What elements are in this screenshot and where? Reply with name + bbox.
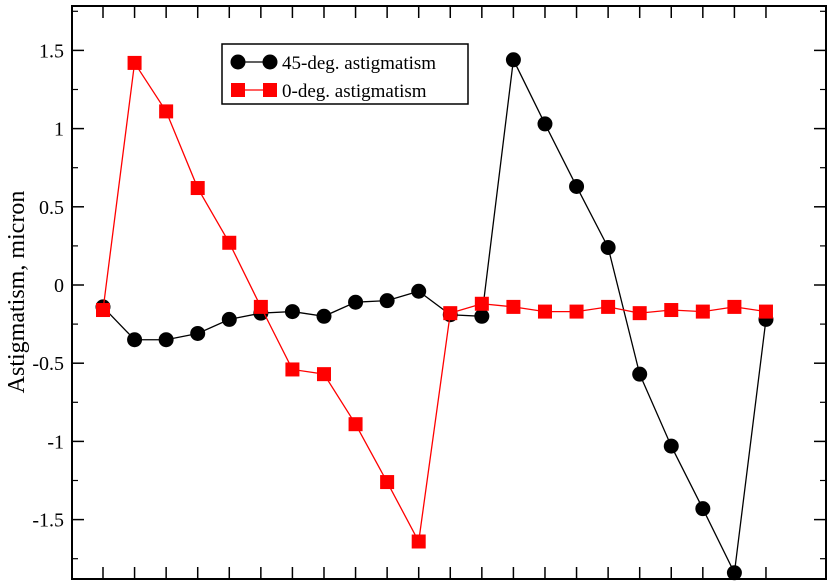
legend-label: 45-deg. astigmatism: [282, 53, 436, 74]
y-axis-ticks: 1.5 1 0.5 0 -0.5 -1 -1.5: [32, 10, 826, 560]
y-tick-label: 0: [54, 275, 64, 297]
y-axis-label: Astigmatism, micron: [4, 191, 30, 394]
data-point: [316, 308, 332, 324]
data-point: [96, 303, 110, 318]
legend-marker: [263, 83, 277, 97]
data-point: [569, 304, 584, 319]
data-point: [758, 304, 773, 319]
series-line: [102, 57, 767, 576]
data-point: [474, 296, 489, 311]
data-point: [380, 475, 395, 490]
data-point: [127, 332, 143, 348]
data-point: [379, 293, 395, 309]
data-point: [284, 304, 300, 320]
y-tick-label: -1.5: [32, 510, 64, 532]
series-astigmatism-0deg: [96, 55, 773, 549]
legend-entry: 0-deg. astigmatism: [231, 81, 427, 102]
data-point: [664, 303, 679, 318]
y-tick-label: -1: [47, 431, 64, 453]
legend-label: 0-deg. astigmatism: [282, 81, 427, 102]
data-point: [411, 534, 426, 549]
legend-marker: [262, 54, 278, 70]
data-point: [222, 235, 237, 250]
data-point: [159, 104, 174, 119]
legend-entry: 45-deg. astigmatism: [230, 53, 436, 74]
data-point: [348, 294, 364, 310]
data-point: [285, 362, 300, 377]
data-point: [726, 565, 742, 581]
legend-marker: [230, 54, 246, 70]
data-point: [695, 304, 710, 319]
y-tick-label: 1.5: [39, 40, 64, 62]
data-point: [158, 332, 174, 348]
legend-marker: [231, 83, 245, 97]
data-point: [443, 306, 458, 321]
series-line: [102, 61, 767, 544]
data-point: [411, 283, 427, 299]
series-layer: [95, 52, 774, 581]
data-point: [727, 299, 742, 314]
data-point: [221, 311, 237, 327]
data-point: [632, 306, 647, 321]
data-point: [632, 366, 648, 382]
data-point: [253, 299, 268, 314]
data-point: [316, 367, 331, 382]
data-point: [569, 178, 585, 194]
data-point: [506, 299, 521, 314]
data-point: [348, 417, 363, 432]
y-tick-label: 0.5: [39, 197, 64, 219]
data-point: [474, 308, 490, 324]
data-point: [537, 304, 552, 319]
y-tick-label: 1: [54, 119, 64, 141]
y-tick-label: -0.5: [32, 353, 64, 375]
data-point: [695, 501, 711, 517]
data-point: [663, 438, 679, 454]
data-point: [505, 52, 521, 68]
legend: 45-deg. astigmatism 0-deg. astigmatism: [221, 43, 469, 105]
data-point: [190, 325, 206, 341]
data-point: [127, 55, 142, 70]
data-point: [600, 239, 616, 255]
data-point: [537, 116, 553, 132]
series-astigmatism-45deg: [95, 52, 774, 581]
data-point: [601, 299, 616, 314]
data-point: [190, 181, 205, 196]
